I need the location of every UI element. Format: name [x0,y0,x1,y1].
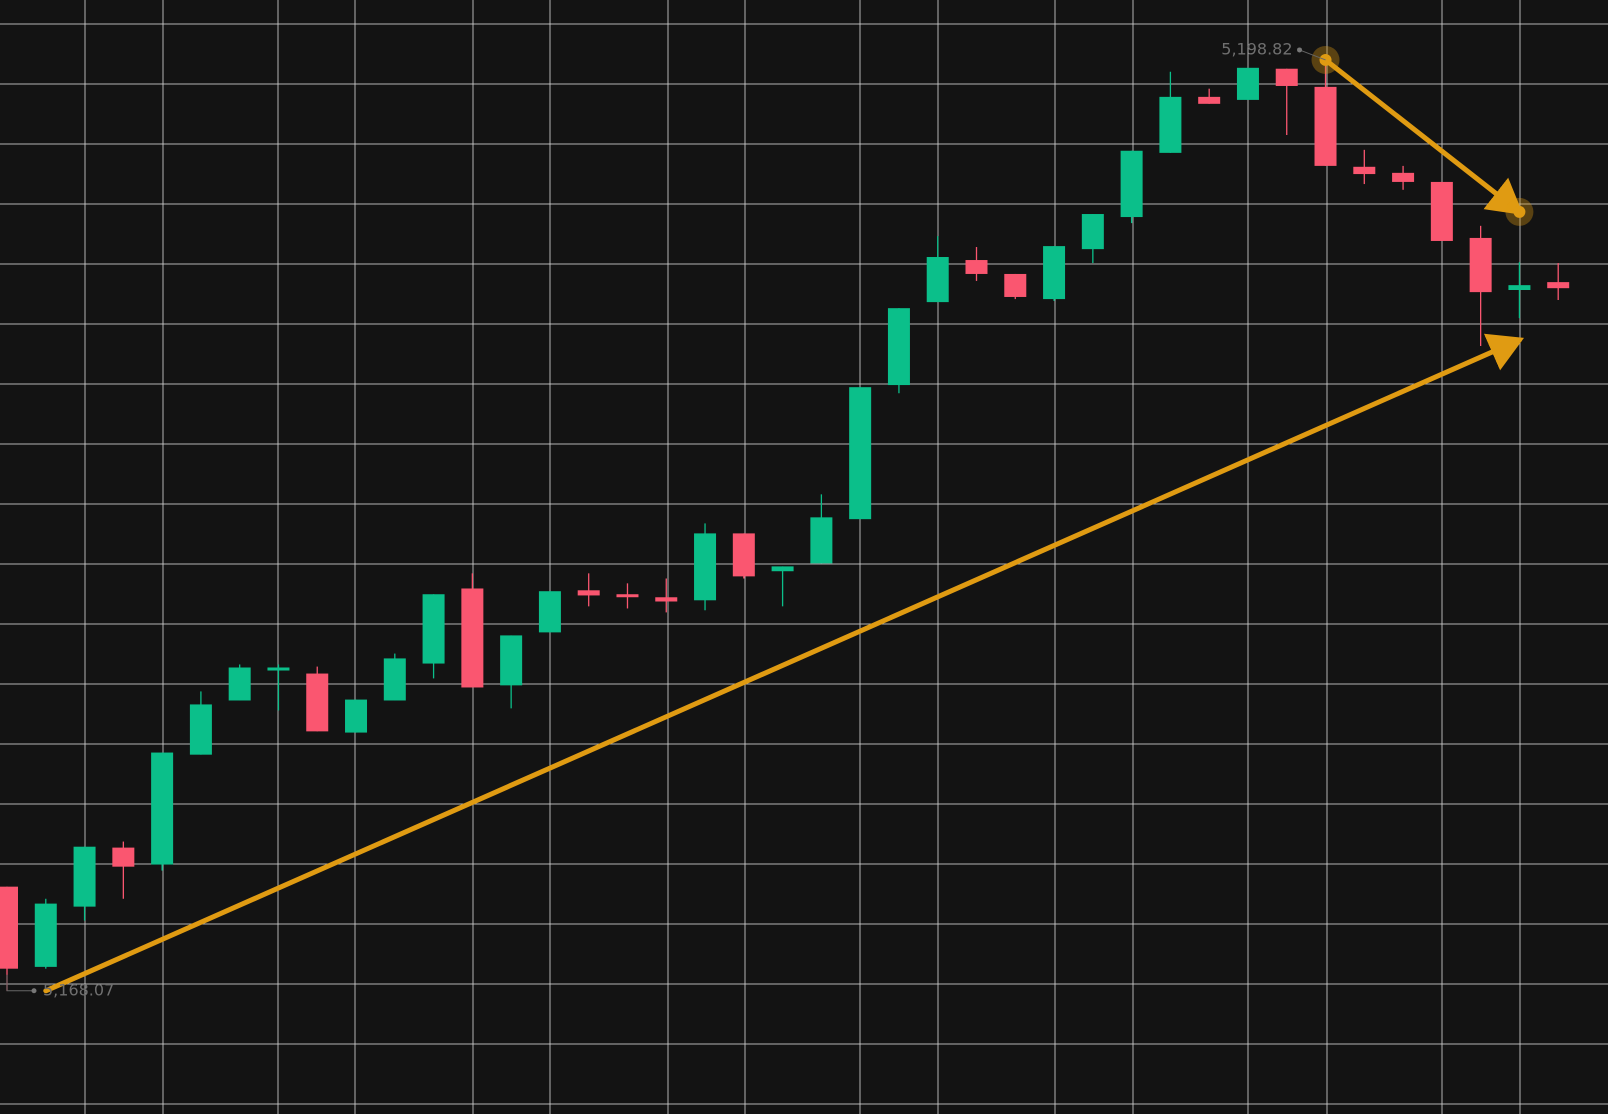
candle-body [1508,285,1531,291]
candle-body [538,591,561,633]
candle-body [694,533,717,601]
trend-arrow [1323,57,1524,215]
candle-body [189,704,212,755]
label-dot [1297,47,1303,53]
candle-body [1430,181,1453,241]
candle-body [771,566,794,572]
candle-body [228,667,251,701]
candle-body [151,752,174,865]
candle-body [616,594,639,598]
candle-body [1353,166,1376,175]
candle-body [926,257,949,303]
handle [1513,205,1526,218]
candle-body [73,846,96,907]
price-label: 5,168.07 [43,980,114,999]
candle-body [112,847,135,867]
candle-body [0,886,18,969]
candle-body [422,594,445,664]
candle-body [306,673,329,732]
candle-body [1314,86,1337,166]
candle-body [887,308,910,386]
candle-body [732,533,755,577]
candle-body [655,597,678,602]
label-leader [1299,49,1326,61]
label-leader [6,974,34,992]
candle-body [383,658,406,701]
candle-body [461,588,484,688]
candle-body [267,667,290,671]
candle-body [1159,96,1182,153]
drawings: 5,198.82 5,168.07 [6,39,1534,999]
candle-body [1547,282,1570,289]
candle-body [577,590,600,596]
candle-body [1236,67,1259,100]
candle-body [345,699,368,733]
candle-body [1392,172,1415,182]
price-label: 5,198.82 [1221,39,1292,58]
candle-body [1469,237,1492,293]
candle-body [849,387,872,520]
trend-arrow [43,333,1524,994]
label-dot [31,988,37,994]
candle-body [500,635,523,686]
candle-body [965,260,988,274]
candle-body [1120,150,1143,218]
candle-body [1081,214,1104,250]
candle-body [1004,273,1027,297]
candle-body [810,517,833,564]
candle-body [1198,96,1221,104]
candle-body [34,903,57,967]
candle-body [1275,68,1298,86]
candle-body [1043,246,1066,300]
candles [0,59,1570,991]
